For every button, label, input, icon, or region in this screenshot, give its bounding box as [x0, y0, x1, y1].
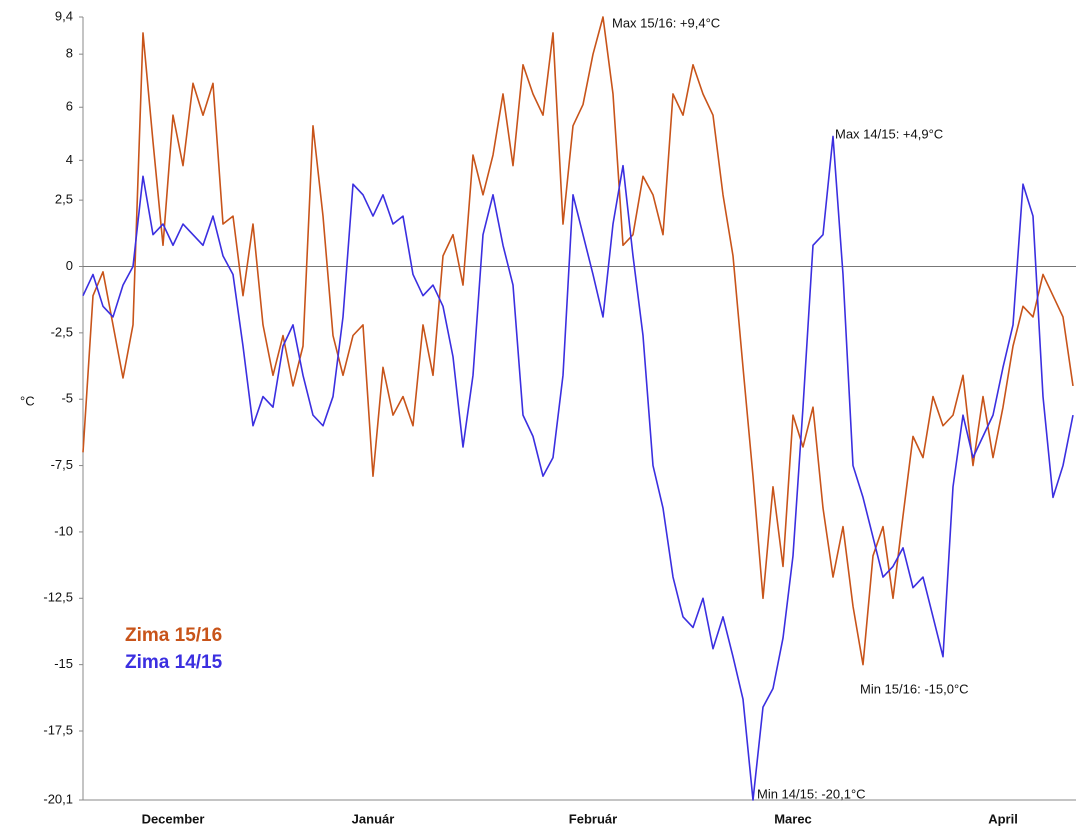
y-tick-label: -20,1	[43, 791, 73, 806]
y-tick-label: 4	[66, 152, 73, 167]
x-tick-label: Január	[352, 811, 395, 826]
annotation: Max 15/16: +9,4°C	[612, 15, 720, 30]
x-tick-label: December	[142, 811, 205, 826]
y-tick-label: 0	[66, 258, 73, 273]
y-tick-label: -2,5	[51, 324, 73, 339]
annotation: Min 15/16: -15,0°C	[860, 681, 969, 696]
y-tick-label: -7,5	[51, 457, 73, 472]
legend-entry: Zima 15/16	[125, 625, 222, 646]
x-tick-label: Február	[569, 811, 617, 826]
y-tick-label: -5	[61, 391, 73, 406]
y-tick-label: -10	[54, 523, 73, 538]
y-axis-label: °C	[20, 393, 35, 408]
y-tick-label: 2,5	[55, 192, 73, 207]
y-tick-label: -17,5	[43, 722, 73, 737]
y-tick-label: 9,4	[55, 8, 73, 23]
legend-entry: Zima 14/15	[125, 652, 223, 673]
y-tick-label: 6	[66, 99, 73, 114]
x-tick-label: April	[988, 811, 1018, 826]
line-series	[82, 16, 1074, 666]
y-tick-label: 8	[66, 46, 73, 61]
x-tick-label: Marec	[774, 811, 812, 826]
annotation: Max 14/15: +4,9°C	[835, 126, 943, 141]
y-tick-label: -12,5	[43, 590, 73, 605]
annotation: Min 14/15: -20,1°C	[757, 786, 866, 801]
y-tick-label: -15	[54, 656, 73, 671]
line-series	[82, 135, 1074, 801]
